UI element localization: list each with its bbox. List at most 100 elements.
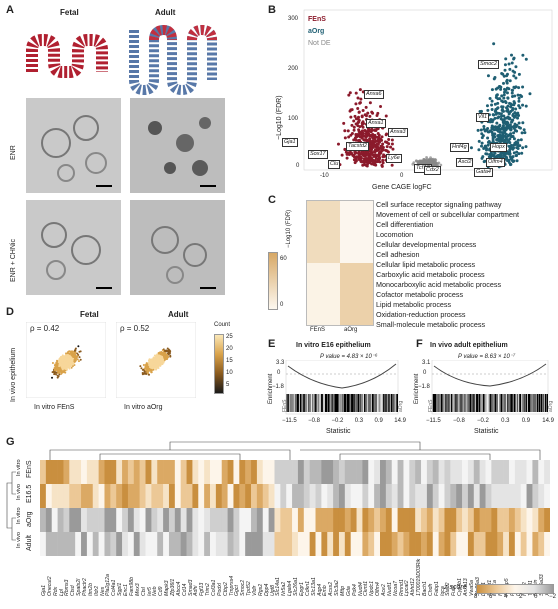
gene-heatmap bbox=[40, 460, 550, 556]
panel-a-col-label-fetal: Fetal bbox=[60, 8, 79, 17]
scatter-point bbox=[155, 367, 158, 370]
heatmap-cell bbox=[350, 508, 357, 532]
zscore-legend-tick: 0 bbox=[534, 594, 538, 600]
heatmap-cell bbox=[139, 484, 146, 508]
heatmap-cell bbox=[63, 460, 70, 484]
barcode-f-xtick: 0.9 bbox=[521, 418, 531, 424]
scatter-point bbox=[146, 372, 149, 375]
volcano-gene-label: Hopx bbox=[490, 143, 507, 152]
heatmap-cell bbox=[256, 532, 264, 556]
heatmap-cell bbox=[327, 532, 334, 556]
heatmap-cell bbox=[368, 532, 375, 556]
volcano-point bbox=[502, 81, 506, 85]
volcano-gene-label: Vil1 bbox=[476, 113, 490, 122]
scatter-point bbox=[77, 345, 80, 348]
heatmap-cell bbox=[210, 532, 217, 556]
heatmap-cell bbox=[274, 460, 281, 484]
heatmap-cell bbox=[51, 532, 58, 556]
volcano-point bbox=[356, 107, 360, 111]
heatmap-cell bbox=[514, 532, 521, 556]
volcano-point bbox=[349, 151, 353, 155]
heatmap-cell bbox=[251, 460, 258, 484]
heatmap-cell bbox=[338, 532, 346, 556]
volcano-point bbox=[494, 127, 498, 131]
volcano-point bbox=[376, 153, 380, 157]
volcano-point bbox=[346, 129, 350, 133]
volcano-point bbox=[352, 155, 356, 159]
heatmap-cell bbox=[186, 460, 193, 484]
scatter-point bbox=[60, 370, 63, 373]
heatmap-cell bbox=[98, 460, 105, 484]
panel-letter-a: A bbox=[6, 4, 14, 16]
volcano-point bbox=[361, 125, 365, 129]
volcano-point bbox=[387, 137, 391, 141]
go-legend-tick-0: 0 bbox=[280, 302, 284, 308]
sample-group-label: In vitro bbox=[16, 459, 22, 476]
volcano-point bbox=[376, 131, 380, 135]
volcano-point bbox=[516, 116, 520, 120]
heatmap-cell bbox=[210, 484, 217, 508]
heatmap-cell bbox=[286, 532, 293, 556]
heatmap-cell bbox=[374, 484, 381, 508]
heatmap-cell bbox=[122, 532, 129, 556]
scatter-point bbox=[55, 361, 58, 364]
heatmap-cell bbox=[268, 460, 275, 484]
heatmap-cell bbox=[333, 484, 340, 508]
heatmap-cell bbox=[40, 532, 47, 556]
volcano-point bbox=[490, 88, 494, 92]
volcano-point bbox=[513, 111, 517, 115]
volcano-point bbox=[356, 96, 360, 100]
scatter-point bbox=[52, 370, 55, 373]
heatmap-cell bbox=[110, 460, 117, 484]
heatmap-cell bbox=[356, 508, 363, 532]
go-heatmap-cell-aorg-upper bbox=[340, 201, 373, 263]
heatmap-cell bbox=[438, 484, 445, 508]
heatmap-cell bbox=[251, 484, 258, 508]
heatmap-cell bbox=[127, 508, 135, 532]
heatmap-cell bbox=[456, 532, 463, 556]
volcano-point bbox=[349, 115, 353, 119]
panel-letter-d: D bbox=[6, 306, 14, 318]
scatter-point bbox=[156, 357, 159, 360]
heatmap-cell bbox=[485, 532, 492, 556]
heatmap-gene-label: Rdx bbox=[52, 586, 59, 596]
volcano-legend-aorg: aOrg bbox=[308, 28, 325, 35]
heatmap-cell bbox=[51, 460, 58, 484]
volcano-point bbox=[385, 145, 389, 149]
scatter-point bbox=[145, 372, 148, 375]
heatmap-cell bbox=[397, 460, 404, 484]
barcode-f-xlabel: Statistic bbox=[474, 428, 499, 435]
heatmap-cell bbox=[215, 532, 223, 556]
heatmap-cell bbox=[145, 532, 152, 556]
heatmap-cell bbox=[239, 460, 246, 484]
heatmap-cell bbox=[303, 532, 310, 556]
heatmap-cell bbox=[380, 508, 387, 532]
scatter-fetal-rho: ρ = 0.42 bbox=[30, 324, 60, 333]
scatter-point bbox=[165, 357, 168, 360]
volcano-point bbox=[507, 125, 511, 129]
scatter-point bbox=[67, 357, 70, 360]
heatmap-cell bbox=[69, 508, 76, 532]
volcano-xlabel: Gene CAGE logFC bbox=[372, 184, 432, 191]
heatmap-cell bbox=[432, 508, 439, 532]
heatmap-cell bbox=[456, 508, 463, 532]
heatmap-cell bbox=[75, 484, 82, 508]
volcano-point bbox=[508, 79, 512, 83]
heatmap-cell bbox=[321, 460, 328, 484]
heatmap-cell bbox=[116, 532, 123, 556]
heatmap-cell bbox=[409, 508, 416, 532]
volcano-point bbox=[353, 114, 357, 118]
volcano-gene-label: Olfm4 bbox=[486, 158, 505, 167]
scatter-point bbox=[53, 372, 56, 375]
volcano-point bbox=[512, 85, 516, 89]
volcano-point bbox=[505, 86, 509, 90]
scatter-point bbox=[58, 371, 61, 374]
volcano-point bbox=[482, 124, 486, 128]
barcode-e-xtick: 14.9 bbox=[394, 418, 406, 424]
volcano-point bbox=[512, 137, 516, 141]
volcano-point bbox=[354, 117, 358, 121]
go-heatmap-col-aorg: aOrg bbox=[344, 327, 358, 333]
volcano-point bbox=[384, 148, 388, 152]
heatmap-cell bbox=[450, 484, 457, 508]
heatmap-cell bbox=[303, 484, 310, 508]
